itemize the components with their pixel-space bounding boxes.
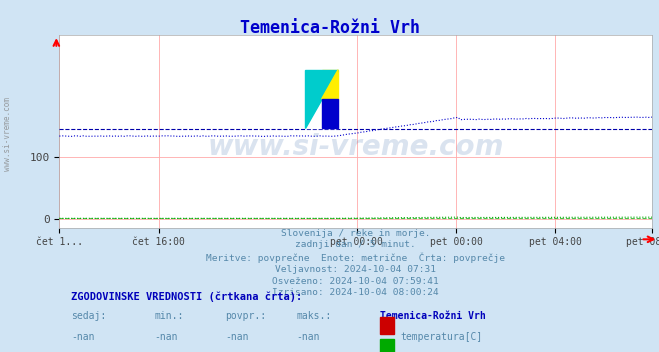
Text: Slovenija / reke in morje.
zadnji dan / 5 minut.
Meritve: povprečne  Enote: metr: Slovenija / reke in morje. zadnji dan / … — [206, 229, 505, 297]
Text: ZGODOVINSKE VREDNOSTI (črtkana črta):: ZGODOVINSKE VREDNOSTI (črtkana črta): — [71, 291, 302, 302]
Text: www.si-vreme.com: www.si-vreme.com — [208, 133, 504, 161]
Bar — [322, 70, 338, 99]
Text: -nan: -nan — [154, 332, 178, 342]
Text: sedaj:: sedaj: — [71, 311, 106, 321]
Text: temperatura[C]: temperatura[C] — [401, 332, 482, 342]
Bar — [380, 317, 395, 334]
Bar — [322, 99, 338, 128]
Text: www.si-vreme.com: www.si-vreme.com — [3, 97, 13, 171]
Bar — [380, 339, 395, 352]
Text: -nan: -nan — [297, 332, 320, 342]
Text: -nan: -nan — [71, 332, 95, 342]
Text: maks.:: maks.: — [297, 311, 331, 321]
Text: -nan: -nan — [225, 332, 249, 342]
Bar — [305, 70, 338, 128]
Polygon shape — [322, 70, 338, 99]
Polygon shape — [305, 70, 338, 128]
Text: povpr.:: povpr.: — [225, 311, 266, 321]
Text: min.:: min.: — [154, 311, 184, 321]
Text: Temenica-Rožni Vrh: Temenica-Rožni Vrh — [239, 19, 420, 37]
Text: Temenica-Rožni Vrh: Temenica-Rožni Vrh — [380, 311, 485, 321]
